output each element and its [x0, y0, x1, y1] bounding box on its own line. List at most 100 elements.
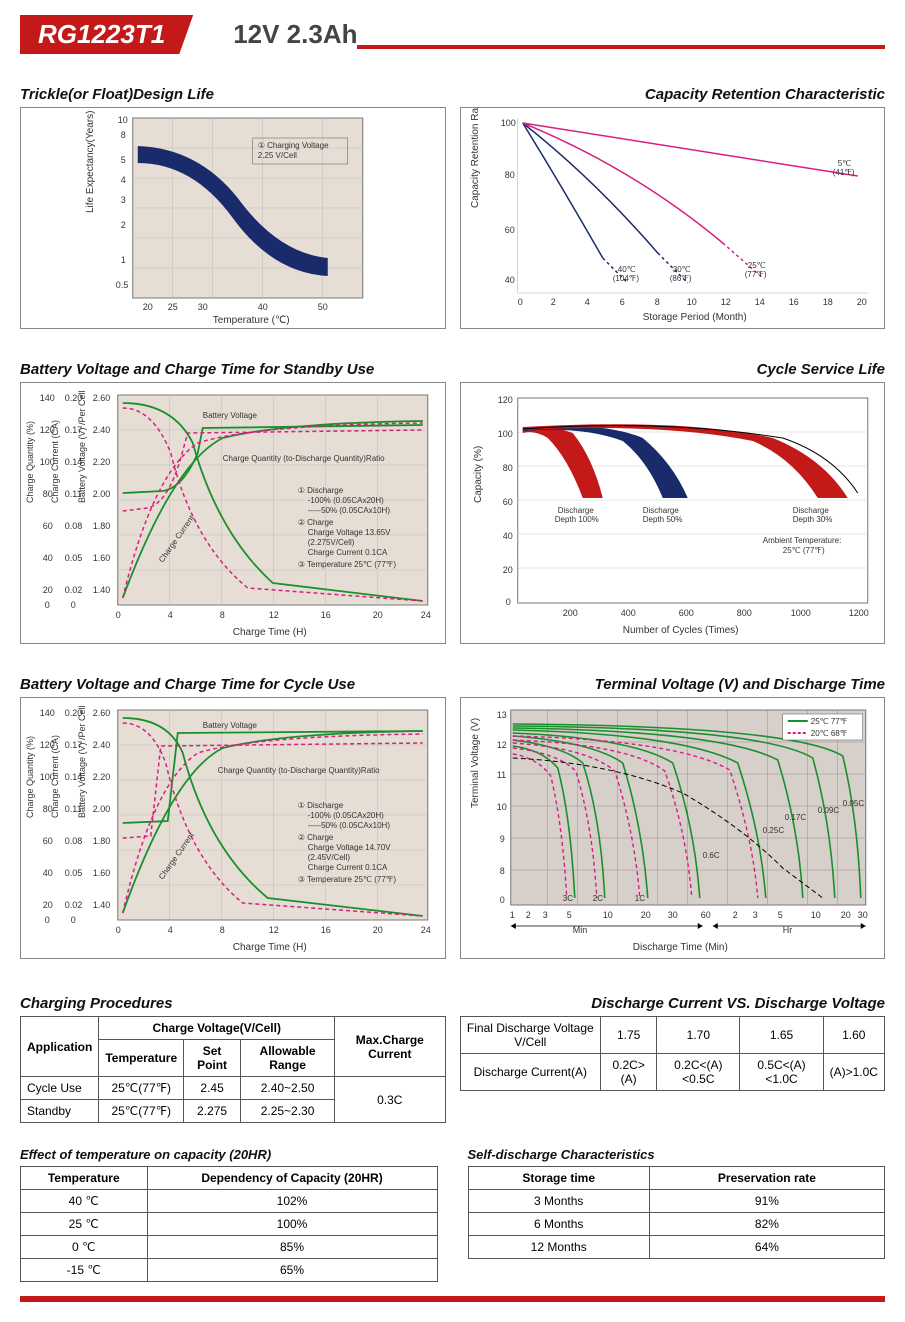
- svg-text:Depth 100%: Depth 100%: [554, 515, 598, 524]
- footer-divider: [20, 1296, 885, 1302]
- chart-title-cycle-charge: Battery Voltage and Charge Time for Cycl…: [20, 676, 446, 693]
- chart-title-terminal: Terminal Voltage (V) and Discharge Time: [460, 676, 886, 693]
- svg-text:0.05: 0.05: [65, 868, 83, 878]
- svg-text:80: 80: [502, 463, 512, 473]
- table-row: 25 ℃100%: [21, 1213, 438, 1236]
- table-row: 6 Months82%: [468, 1213, 885, 1236]
- table-title-self-discharge: Self-discharge Characteristics: [468, 1147, 886, 1162]
- table-row: Cycle Use 25℃(77℉) 2.45 2.40~2.50 0.3C: [21, 1077, 446, 1100]
- svg-text:25℃: 25℃: [747, 261, 765, 270]
- svg-text:-100% (0.05CAx20H): -100% (0.05CAx20H): [308, 496, 384, 505]
- th-range: Allowable Range: [240, 1040, 334, 1077]
- svg-text:Life Expectancy(Years): Life Expectancy(Years): [85, 111, 96, 213]
- svg-text:20: 20: [502, 565, 512, 575]
- table-row: 12 Months64%: [468, 1236, 885, 1259]
- svg-text:50: 50: [318, 302, 328, 312]
- svg-text:60: 60: [43, 836, 53, 846]
- svg-text:20: 20: [373, 925, 383, 935]
- svg-text:Discharge: Discharge: [792, 506, 829, 515]
- svg-text:40: 40: [43, 553, 53, 563]
- header-bar: RG1223T1 12V 2.3Ah: [20, 15, 885, 54]
- svg-text:4: 4: [168, 610, 173, 620]
- svg-text:2.40: 2.40: [93, 425, 111, 435]
- svg-text:Charge Quantity (%): Charge Quantity (%): [25, 421, 35, 503]
- svg-text:10: 10: [118, 115, 128, 125]
- svg-text:16: 16: [321, 925, 331, 935]
- svg-text:(104℉): (104℉): [612, 274, 639, 283]
- svg-text:② Charge: ② Charge: [298, 518, 334, 527]
- svg-text:100: 100: [40, 772, 55, 782]
- chart-title-trickle: Trickle(or Float)Design Life: [20, 86, 446, 103]
- svg-text:0.14: 0.14: [65, 772, 83, 782]
- svg-text:1: 1: [509, 910, 514, 920]
- svg-text:1200: 1200: [848, 608, 868, 618]
- svg-text:2.40: 2.40: [93, 740, 111, 750]
- svg-text:Charge Quantity (to-Discharge: Charge Quantity (to-Discharge Quantity)R…: [223, 454, 385, 463]
- svg-text:100: 100: [40, 457, 55, 467]
- svg-text:0.20: 0.20: [65, 708, 83, 718]
- svg-text:12: 12: [496, 740, 506, 750]
- svg-text:20: 20: [43, 900, 53, 910]
- svg-text:120: 120: [40, 425, 55, 435]
- svg-text:5: 5: [566, 910, 571, 920]
- svg-text:25: 25: [168, 302, 178, 312]
- svg-text:2C: 2C: [592, 894, 602, 903]
- svg-text:0.11: 0.11: [65, 489, 82, 499]
- table-row: -15 ℃65%: [21, 1259, 438, 1282]
- header-divider: [357, 45, 885, 49]
- svg-text:1.60: 1.60: [93, 553, 111, 563]
- svg-text:6: 6: [619, 297, 624, 307]
- svg-text:1C: 1C: [634, 894, 644, 903]
- th-temperature: Temperature: [99, 1040, 184, 1077]
- svg-text:Hr: Hr: [782, 925, 792, 935]
- svg-text:80: 80: [43, 804, 53, 814]
- svg-text:20: 20: [143, 302, 153, 312]
- svg-text:Battery Voltage: Battery Voltage: [203, 721, 258, 730]
- svg-text:120: 120: [40, 740, 55, 750]
- svg-text:10: 10: [602, 910, 612, 920]
- svg-text:8: 8: [121, 130, 126, 140]
- svg-text:25℃ 77℉: 25℃ 77℉: [810, 717, 847, 726]
- th-application: Application: [21, 1017, 99, 1077]
- svg-text:Discharge: Discharge: [642, 506, 679, 515]
- svg-text:(2.275V/Cell): (2.275V/Cell): [308, 538, 355, 547]
- svg-text:40: 40: [504, 275, 514, 285]
- svg-text:8: 8: [220, 925, 225, 935]
- svg-text:1.80: 1.80: [93, 836, 111, 846]
- svg-text:0: 0: [499, 895, 504, 905]
- svg-text:800: 800: [736, 608, 751, 618]
- svg-text:0.05C: 0.05C: [842, 799, 864, 808]
- svg-text:80: 80: [504, 170, 514, 180]
- svg-text:0.08: 0.08: [65, 521, 83, 531]
- self-discharge-table: Storage timePreservation rate 3 Months91…: [468, 1166, 886, 1259]
- svg-text:10: 10: [496, 802, 506, 812]
- svg-text:20: 20: [640, 910, 650, 920]
- svg-text:10: 10: [686, 297, 696, 307]
- svg-text:8: 8: [220, 610, 225, 620]
- svg-text:Battery Voltage (V) /Per Cell: Battery Voltage (V) /Per Cell: [77, 390, 87, 503]
- svg-text:Terminal Voltage (V): Terminal Voltage (V): [469, 718, 480, 808]
- svg-text:0: 0: [45, 915, 50, 925]
- svg-text:12: 12: [720, 297, 730, 307]
- svg-text:0: 0: [71, 600, 76, 610]
- svg-text:Battery Voltage: Battery Voltage: [203, 411, 258, 420]
- table-row: 40 ℃102%: [21, 1190, 438, 1213]
- svg-text:0: 0: [505, 597, 510, 607]
- svg-text:11: 11: [496, 770, 505, 780]
- table-row: 3 Months91%: [468, 1190, 885, 1213]
- table-row: Final Discharge Voltage V/Cell 1.75 1.70…: [460, 1017, 885, 1054]
- svg-text:30: 30: [198, 302, 208, 312]
- svg-text:5℃: 5℃: [837, 159, 850, 168]
- chart-cycle-life: DischargeDepth 100% DischargeDepth 50% D…: [460, 382, 886, 644]
- svg-text:2.25 V/Cell: 2.25 V/Cell: [258, 151, 297, 160]
- svg-text:0.14: 0.14: [65, 457, 83, 467]
- svg-text:40: 40: [502, 531, 512, 541]
- svg-text:600: 600: [678, 608, 693, 618]
- svg-text:① Discharge: ① Discharge: [298, 801, 344, 810]
- svg-text:24: 24: [421, 925, 431, 935]
- svg-text:100: 100: [500, 118, 515, 128]
- chart-title-standby: Battery Voltage and Charge Time for Stan…: [20, 361, 446, 378]
- svg-text:0.17C: 0.17C: [784, 813, 806, 822]
- svg-text:Storage Period (Month): Storage Period (Month): [642, 312, 746, 323]
- svg-text:Charge Time (H): Charge Time (H): [233, 627, 307, 638]
